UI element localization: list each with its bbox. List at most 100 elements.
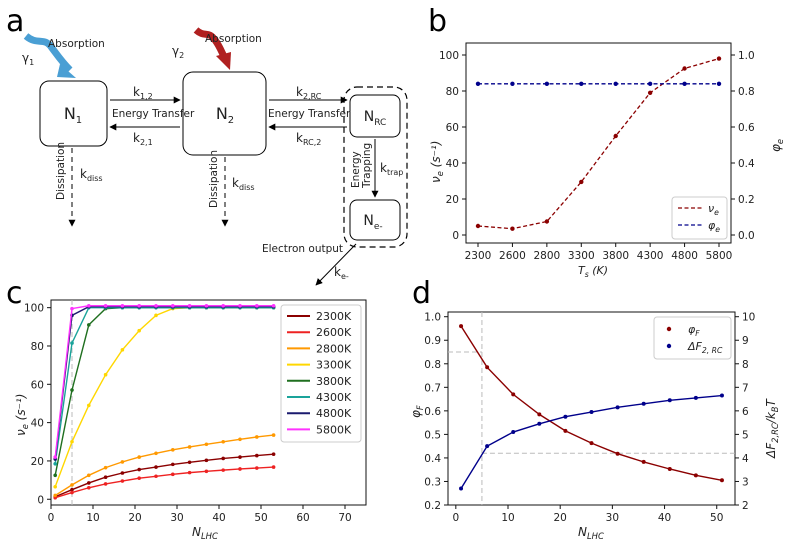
- panel-d-letter: d: [412, 276, 431, 311]
- chart-c-legend-box: [280, 304, 362, 443]
- chart-b-ytick-right-label: 0.8: [738, 86, 755, 98]
- chart-c-frame: [50, 299, 367, 506]
- chart-c-point: [87, 485, 91, 490]
- chart-b-point: [682, 81, 687, 87]
- chart-b-xlabel: Ts (K): [578, 264, 608, 279]
- kdiss2-label: kdiss: [232, 176, 255, 192]
- chart-c-series-line: [54, 466, 274, 499]
- chart-c-point: [103, 482, 108, 486]
- chart-c-xtick-label: 60: [296, 512, 309, 524]
- energy-transfer-label-2: Energy Transfer: [268, 108, 351, 120]
- chart-b-point: [716, 81, 722, 87]
- chart-c-series-line: [54, 306, 274, 476]
- chart-b-ytick-left-label: 0: [452, 230, 459, 242]
- chart-d-ytick-right-label: 4: [742, 453, 749, 465]
- chart-c-point: [204, 442, 209, 447]
- chart-d-ytick-right-label: 2: [742, 500, 749, 512]
- chart-d-ytick-right-label: 6: [742, 406, 749, 418]
- chart-c-legend-label: 2800K: [316, 342, 352, 355]
- chart-b-ytick-right-label: 0.2: [738, 194, 755, 206]
- absorption-arrowhead-1: [57, 64, 76, 78]
- chart-c-legend-label: 5800K: [316, 423, 352, 436]
- chart-d-legend-label: ΔF2, RC: [687, 340, 723, 355]
- chart-d-ytick-left-label: 0.7: [424, 382, 441, 394]
- krc2-label: kRC,2: [296, 131, 321, 147]
- gamma1-label: γ1: [22, 51, 34, 67]
- chart-c-point: [120, 303, 125, 308]
- energy-transfer-label-1: Energy Transfer: [112, 108, 195, 120]
- chart-b-point: [613, 81, 618, 87]
- panel-c-letter: c: [6, 276, 23, 311]
- n1-label: N1: [64, 104, 82, 126]
- chart-d-ytick-left-label: 0.3: [424, 476, 441, 488]
- chart-d-ytick-right-label: 7: [742, 382, 749, 394]
- dissipation-label-2: Dissipation: [208, 150, 220, 208]
- chart-c-ytick-label: 80: [31, 341, 44, 353]
- chart-c-point: [238, 303, 242, 308]
- chart-c-point: [154, 313, 158, 318]
- chart-c-series-line: [54, 306, 274, 488]
- chart-c-point: [70, 306, 74, 311]
- n2-label: N2: [216, 104, 234, 126]
- chart-c-point: [70, 341, 74, 345]
- chart-c-point: [137, 476, 141, 480]
- chart-c-point: [70, 483, 74, 487]
- chart-d-point: [667, 398, 672, 403]
- absorption-label-2: Absorption: [205, 33, 262, 45]
- chart-c-point: [238, 467, 242, 471]
- chart-b-ylabel-left: νe (s⁻¹): [429, 141, 445, 183]
- chart-d-ytick-left-label: 0.4: [424, 453, 441, 465]
- chart-c-point: [137, 328, 141, 333]
- chart-d-ylabel-right: ΔF2,RC/kBT: [764, 397, 780, 459]
- chart-c-point: [154, 465, 158, 469]
- chart-c-point: [87, 303, 91, 308]
- chart-c-point: [238, 437, 242, 442]
- chart-d-frame: [447, 311, 736, 506]
- chart-d-point: [641, 459, 646, 464]
- chart-c-point: [137, 467, 141, 472]
- chart-d-point: [537, 421, 542, 426]
- chart-b-xtick-label: 2300: [465, 250, 492, 262]
- chart-d-ytick-right-label: 9: [742, 335, 749, 347]
- chart-c-point: [171, 472, 175, 477]
- chart-d-ytick-left-label: 0.8: [424, 359, 441, 371]
- chart-b-xtick-label: 3800: [602, 250, 629, 262]
- chart-c-xtick-label: 70: [338, 512, 351, 524]
- chart-c-ylabel: νe (s⁻¹): [14, 394, 30, 436]
- chart-d-ytick-left-label: 0.9: [424, 335, 441, 347]
- chart-d-point: [511, 430, 516, 435]
- chart-d-point: [485, 444, 490, 449]
- chart-b-ylabel-right: φe: [769, 139, 785, 152]
- chart-b-ytick-left-label: 40: [446, 158, 459, 170]
- chart-c-point: [70, 388, 74, 392]
- chart-d-point: [693, 473, 698, 478]
- chart-c-point: [87, 473, 91, 478]
- chart-b-point: [510, 226, 515, 231]
- chart-d-xtick-label: 10: [501, 512, 514, 524]
- chart-c-point: [204, 469, 209, 474]
- chart-c-point: [53, 473, 57, 478]
- chart-d-point: [667, 466, 672, 471]
- ktrap-label: ktrap: [380, 161, 403, 177]
- chart-b-ytick-right-label: 0.4: [738, 158, 755, 170]
- chart-d-point: [563, 414, 568, 419]
- chart-b-point: [647, 90, 653, 96]
- chart-c-point: [254, 435, 259, 439]
- chart-c-point: [254, 303, 259, 308]
- chart-b-xtick-label: 5800: [706, 250, 733, 262]
- chart-c-point: [103, 475, 108, 480]
- chart-d-point: [563, 428, 568, 433]
- chart-c-xtick-label: 0: [48, 512, 55, 524]
- chart-b-xtick-label: 2800: [533, 250, 560, 262]
- chart-c-point: [154, 303, 158, 308]
- chart-d-xtick-label: 40: [658, 512, 671, 524]
- chart-b-point: [510, 81, 515, 87]
- chart-c-point: [187, 460, 192, 465]
- chart-c-point: [271, 452, 276, 457]
- chart-d: 0 10 20 30 40 50 0.2 0.3 0.4 0.5 0.6 0.7 0.8 0.9 1.0 2 3…: [409, 311, 780, 541]
- chart-c-point: [204, 303, 209, 308]
- chart-d-ytick-right-label: 10: [742, 312, 755, 324]
- chart-c-legend-label: 3800K: [316, 375, 352, 388]
- chart-b-xtick-label: 3300: [568, 250, 595, 262]
